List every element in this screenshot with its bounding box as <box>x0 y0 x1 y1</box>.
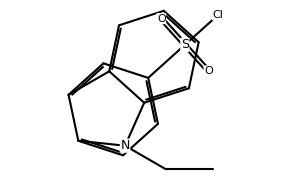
Text: Cl: Cl <box>213 10 224 20</box>
Text: O: O <box>204 66 213 76</box>
Text: S: S <box>181 38 189 51</box>
Text: O: O <box>157 14 166 24</box>
Text: N: N <box>120 139 130 152</box>
